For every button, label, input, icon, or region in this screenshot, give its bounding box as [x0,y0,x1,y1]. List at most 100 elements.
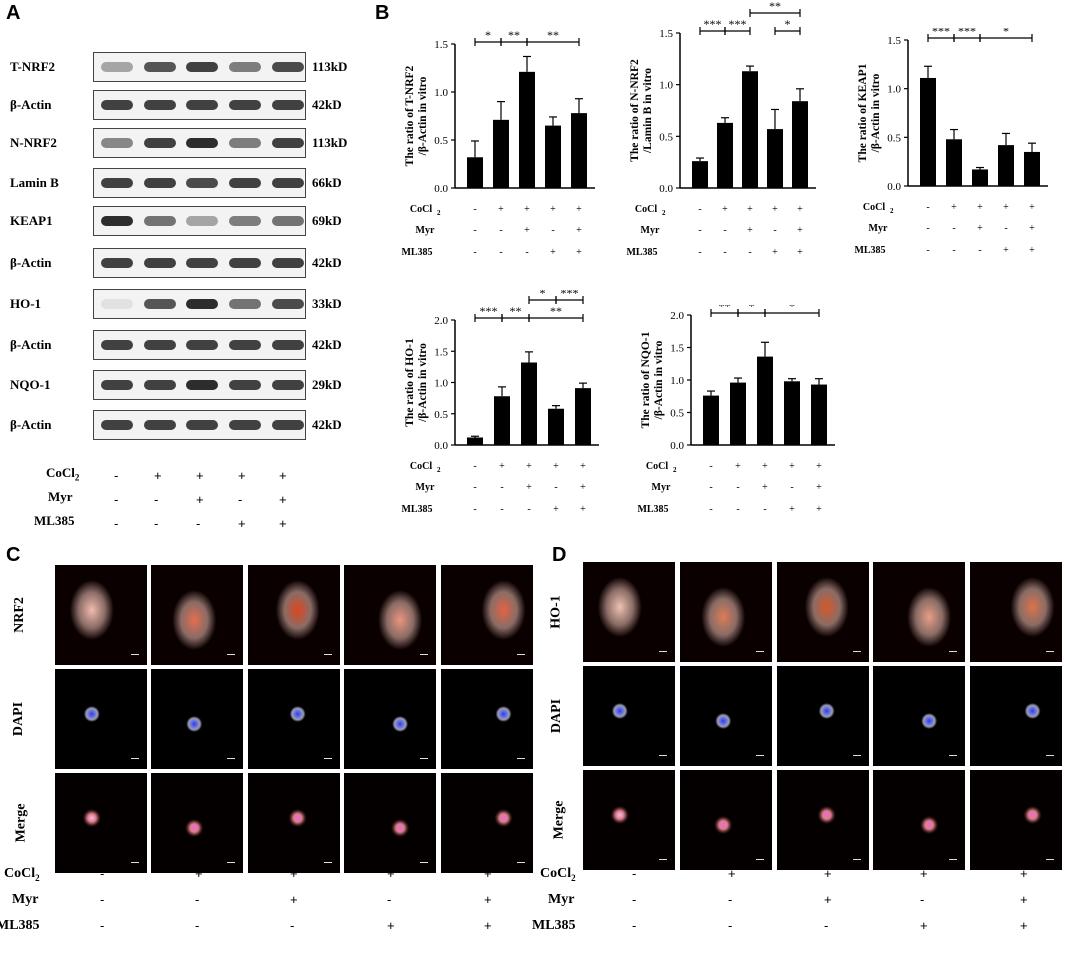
significance-label: *** [729,17,747,31]
significance-label: * [485,28,491,42]
blot-band [272,62,304,72]
significance-label: * [749,305,755,313]
scale-bar [131,758,139,759]
treatment-sign: + [484,918,492,933]
treatment-sign: - [387,892,392,907]
treatment-sign: - [709,482,712,493]
blot-band [144,420,176,430]
treatment-sign: - [773,225,776,236]
significance-label: *** [958,28,976,38]
microscopy-image [344,565,436,665]
treatment-sign: - [114,516,119,531]
blot-molecular-weight: 66kD [312,175,342,190]
blot-band [101,299,133,309]
y-axis-label: The ratio of NQO-1/β-Actin in vitro [640,331,665,428]
y-axis-label-line: The ratio of KEAP1 [857,63,869,162]
bar [742,71,758,188]
blot-band [144,380,176,390]
significance-label: ** [769,0,781,13]
blot-label: NQO-1 [10,377,51,392]
bar [811,384,827,445]
blot-band [101,138,133,148]
y-tick-label: 0.5 [434,135,448,147]
y-axis-label-line: /β-Actin in vitro [417,76,429,156]
blot-molecular-weight: 113kD [312,59,348,74]
treatment-sign: + [722,204,728,215]
bar [467,437,483,445]
microscopy-image [777,666,869,766]
scale-bar [1046,651,1054,652]
bar [920,77,936,186]
treatment-label: CoCl [646,461,668,472]
treatment-sign: - [473,204,476,215]
blot-band [144,178,176,188]
treatment-sign: - [926,202,929,213]
treatment-sign: - [114,492,119,507]
blot-label: β-Actin [10,97,52,112]
treatment-sign: - [154,492,159,507]
y-axis-label: The ratio of T-NRF2/β-Actin in vitro [404,65,429,166]
panel-letter-d: D [552,544,567,566]
y-tick-label: 0.0 [887,181,901,193]
scale-bar [853,859,861,860]
treatment-sign: - [723,247,726,258]
y-axis-label: The ratio of KEAP1/β-Actin in vitro [857,63,882,162]
treatment-sign: - [290,918,295,933]
treatment-sign: + [524,204,530,215]
bar [575,388,591,445]
treatment-sign: + [279,516,287,531]
scale-bar [517,862,525,863]
y-axis-label-line: /Lamin B in vitro [642,68,654,154]
blot-strip [93,248,306,278]
microscopy-image [680,562,772,662]
scale-bar [659,859,667,860]
treatment-sign: + [290,866,298,881]
treatment-sign: - [195,892,200,907]
blot-band [229,420,261,430]
microscopy-row-label: DAPI [11,701,27,737]
microscopy-image [583,666,675,766]
bar [703,395,719,445]
treatment-sign: + [728,866,736,881]
blot-molecular-weight: 42kD [312,417,342,432]
treatment-sign: + [816,461,822,472]
treatment-label: ML385 [626,247,657,258]
y-axis-label-line: /β-Actin in vitro [870,73,882,153]
treatment-sign: + [550,204,556,215]
treatment-sign: + [977,202,983,213]
microscopy-image [873,666,965,766]
blot-band [272,216,304,226]
blot-band [272,299,304,309]
bar [494,396,510,445]
y-tick-label: 0.5 [659,131,673,143]
microscopy-image [970,666,1062,766]
treatment-sign: + [1020,892,1028,907]
treatment-sign: + [524,225,530,236]
y-tick-label: 0.5 [887,132,901,144]
y-tick-label: 0.0 [670,440,684,452]
blot-band [229,216,261,226]
scale-bar [420,758,428,759]
treatment-label-subscript: 2 [673,466,677,474]
blot-band [101,216,133,226]
treatment-sign: - [473,482,476,493]
bar [946,139,962,186]
y-axis-label: The ratio of N-NRF2/Lamin B in vitro [629,59,654,162]
treatment-sign: + [1029,223,1035,234]
blot-band [229,62,261,72]
panel-letter-c: C [6,544,21,566]
treatment-sign: - [952,245,955,256]
y-tick-label: 1.0 [434,378,448,390]
cocl2-label: CoCl2 [46,465,80,483]
bar [998,145,1014,186]
microscopy-image [55,773,147,873]
scale-bar [949,651,957,652]
bar [467,157,483,188]
treatment-sign: - [473,225,476,236]
treatment-sign: + [797,204,803,215]
treatment-sign: - [238,492,243,507]
y-tick-label: 1.0 [887,84,901,96]
blot-band [229,299,261,309]
y-axis-label-line: The ratio of HO-1 [404,338,416,427]
bar [1024,151,1040,186]
